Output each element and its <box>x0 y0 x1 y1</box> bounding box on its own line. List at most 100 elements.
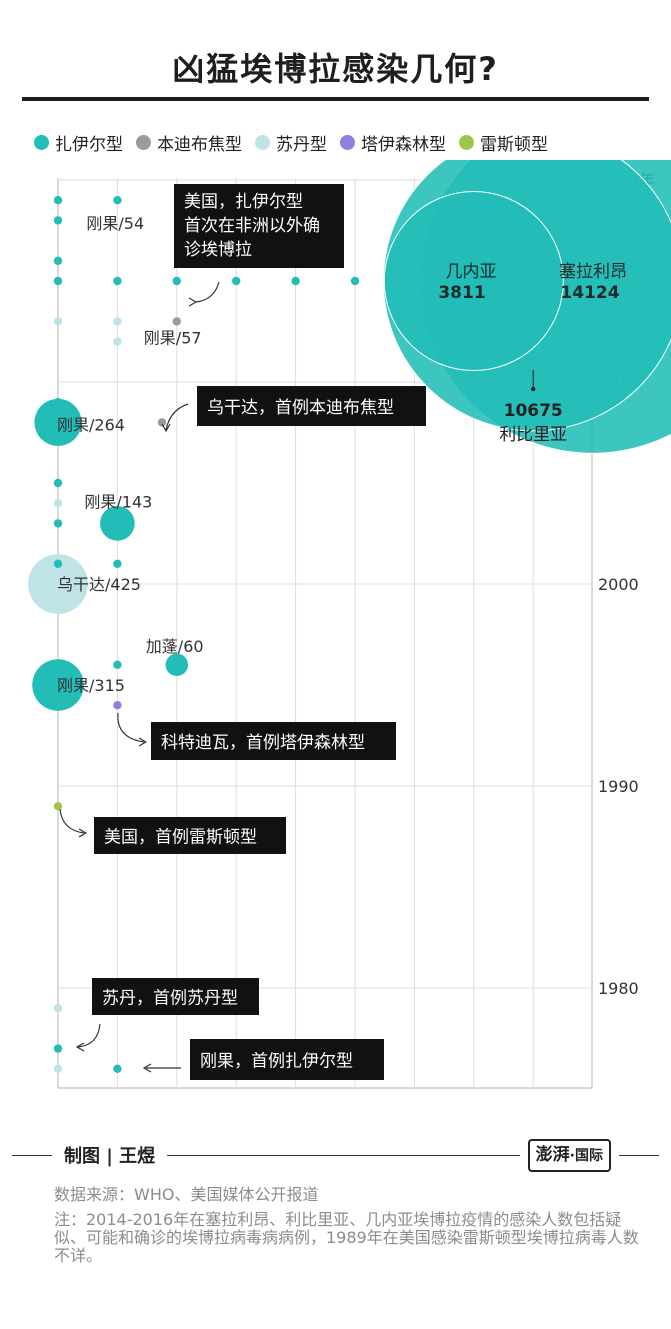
outbreak-bubble <box>53 317 63 326</box>
legend-item: 苏丹型 <box>255 130 327 155</box>
annotation-box <box>190 1039 384 1080</box>
annotation-arrow <box>59 808 85 834</box>
credit-divider-right <box>619 1154 659 1156</box>
y-tick-label: 1990 <box>598 777 639 796</box>
outbreak-bubble <box>350 276 360 286</box>
outbreak-bubble <box>53 802 63 811</box>
annotation-arrowhead <box>142 1063 152 1073</box>
annotation-box <box>151 722 396 760</box>
outbreak-bubble-chart: 2020年2010200019901980刚果/54几内亚3811塞拉利昂141… <box>28 160 671 1089</box>
outbreak-bubble <box>383 190 564 372</box>
annotation-text: 乌干达，首例本迪布焦型 <box>207 398 394 418</box>
legend-item: 本迪布焦型 <box>136 130 242 155</box>
data-label-value: 14124 <box>560 283 619 303</box>
outbreak-bubble <box>100 506 135 541</box>
legend: 扎伊尔型 本迪布焦型 苏丹型 塔伊森林型 雷斯顿型 <box>34 128 561 156</box>
outbreak-bubble <box>53 196 63 205</box>
credit-divider-middle <box>167 1154 520 1156</box>
outbreak-bubble <box>113 1064 122 1073</box>
y-tick-label: 2000 <box>598 575 639 594</box>
annotation-box <box>197 386 426 426</box>
outbreak-bubble <box>53 276 63 286</box>
legend-label: 本迪布焦型 <box>157 134 242 155</box>
outbreak-bubble <box>113 276 122 286</box>
annotation-arrowhead <box>188 297 198 307</box>
annotation-text: 科特迪瓦，首例塔伊森林型 <box>161 733 365 753</box>
annotation-arrow <box>195 281 220 303</box>
liberia-leader-dot <box>531 386 536 392</box>
outbreak-bubble <box>232 276 241 286</box>
annotation-text: 刚果，首例扎伊尔型 <box>200 1052 353 1072</box>
legend-label: 雷斯顿型 <box>480 134 548 155</box>
outbreak-bubble <box>53 478 63 488</box>
data-label: 刚果/315 <box>57 676 125 695</box>
annotation-text: 诊埃博拉 <box>184 240 252 260</box>
annotation-box <box>92 978 259 1015</box>
logo-main-text: 澎湃 <box>535 1144 570 1165</box>
legend-swatch <box>255 134 270 150</box>
legend-item: 雷斯顿型 <box>459 130 548 155</box>
data-label-country: 塞拉利昂 <box>559 262 627 282</box>
data-label: 刚果/54 <box>86 214 144 233</box>
outbreak-bubble <box>113 317 122 326</box>
credit-divider-left <box>12 1154 52 1156</box>
data-source: 数据来源：WHO、美国媒体公开报道 <box>54 1185 319 1204</box>
outbreak-bubble <box>113 559 122 568</box>
outbreak-bubble <box>53 499 63 508</box>
legend-swatch <box>34 134 49 150</box>
annotation-text: 首次在非洲以外确 <box>184 216 320 236</box>
outbreak-bubble <box>172 317 181 326</box>
data-label: 乌干达/425 <box>57 575 141 594</box>
outbreak-bubble <box>53 1044 63 1053</box>
outbreak-bubble <box>113 701 122 710</box>
page-title: 凶猛埃博拉感染几何? <box>172 50 499 88</box>
annotation-arrowhead <box>78 828 88 838</box>
data-label-value: 10675 <box>504 401 563 421</box>
annotation-arrowhead <box>75 1042 85 1052</box>
legend-swatch <box>136 134 151 150</box>
legend-swatch <box>459 134 474 150</box>
data-label-value: 3811 <box>438 283 485 303</box>
outbreak-bubble <box>53 398 63 407</box>
annotation-arrow <box>117 712 145 743</box>
logo-sub-text: ·国际 <box>569 1147 603 1164</box>
outbreak-bubble <box>165 653 189 677</box>
legend-label: 扎伊尔型 <box>55 134 123 155</box>
outbreak-bubble <box>53 559 63 568</box>
annotation-arrow <box>165 403 189 431</box>
footnote: 注：2014-2016年在塞拉利昂、利比里亚、几内亚埃博拉疫情的感染人数包括疑似… <box>54 1210 639 1265</box>
outbreak-bubble <box>113 337 122 346</box>
data-label: 刚果/264 <box>57 415 125 434</box>
outbreak-bubble <box>410 276 419 286</box>
annotation-arrowhead <box>138 737 148 747</box>
data-label: 刚果/143 <box>84 492 152 511</box>
data-label: 刚果/57 <box>144 328 202 347</box>
outbreak-bubble <box>291 276 300 286</box>
outbreak-bubble <box>53 216 63 225</box>
data-label-country: 几内亚 <box>446 262 497 282</box>
outbreak-bubble <box>172 276 181 286</box>
outbreak-bubble <box>53 701 63 710</box>
annotation-text: 苏丹，首例苏丹型 <box>102 989 238 1009</box>
outbreak-bubble <box>53 1064 63 1073</box>
outbreak-bubble <box>157 418 167 427</box>
outbreak-bubble <box>113 660 122 669</box>
outbreak-bubble <box>113 196 122 205</box>
credit-text: 制图 | 王煜 <box>64 1146 156 1167</box>
outbreak-bubble <box>53 256 63 265</box>
legend-label: 苏丹型 <box>276 134 327 155</box>
y-tick-label: 1980 <box>598 979 639 998</box>
publisher-logo: 澎湃·国际 <box>527 1138 611 1172</box>
title-divider <box>22 97 649 101</box>
legend-item: 塔伊森林型 <box>340 130 446 155</box>
annotation-arrowhead <box>161 423 171 433</box>
legend-swatch <box>340 134 355 150</box>
outbreak-bubble <box>53 1004 63 1013</box>
annotation-text: 美国，扎伊尔型 <box>184 192 303 212</box>
legend-item: 扎伊尔型 <box>34 130 123 155</box>
outbreak-bubble <box>53 519 63 528</box>
legend-label: 塔伊森林型 <box>361 134 446 155</box>
data-label: 加蓬/60 <box>146 637 204 656</box>
annotation-text: 美国，首例雷斯顿型 <box>104 828 257 848</box>
outbreak-bubble <box>32 659 84 711</box>
